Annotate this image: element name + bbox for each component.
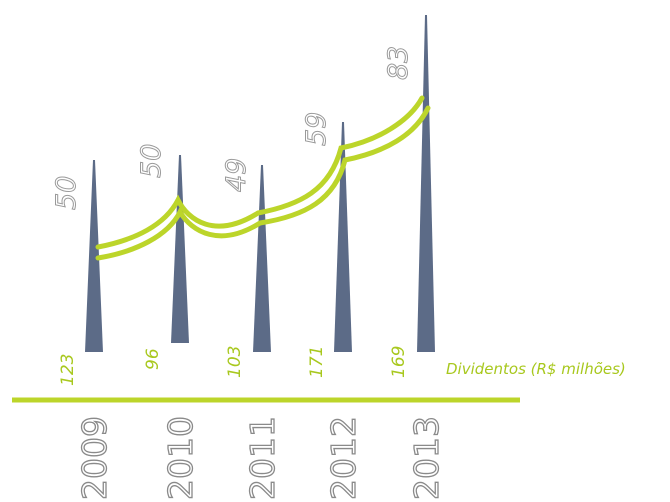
year-label-2010: 2010 [161, 416, 200, 500]
top-value-label-2010: 50 [136, 144, 167, 178]
dividend-labels-group: 123 96 103 171 169 [58, 346, 409, 386]
dividend-curve-upper [95, 95, 425, 250]
bars-group [85, 15, 435, 352]
year-label-2011: 2011 [243, 416, 282, 500]
dividend-value-label-2013: 169 [389, 346, 409, 378]
dividend-value-label-2009: 123 [58, 354, 78, 386]
bar-2011 [253, 165, 271, 352]
year-label-2012: 2012 [324, 416, 363, 500]
top-value-label-2012: 59 [301, 112, 332, 146]
dividend-value-label-2011: 103 [225, 346, 245, 378]
year-label-2013: 2013 [407, 416, 446, 500]
top-labels-group: 50 50 49 59 83 [51, 45, 415, 210]
bar-2009 [85, 160, 103, 352]
bar-2012 [334, 122, 352, 352]
dividend-value-label-2012: 171 [307, 346, 327, 378]
year-labels-group: 2009 2010 2011 2012 2013 [74, 415, 446, 500]
bar-2010 [171, 155, 189, 343]
top-value-label-2013: 83 [383, 46, 414, 80]
legend-label: Dividentos (R$ milhões) [446, 360, 626, 378]
dividend-value-label-2010: 96 [143, 348, 163, 370]
bar-2013 [417, 15, 435, 352]
top-value-label-2009: 50 [51, 176, 82, 210]
dividend-curves [95, 95, 431, 261]
top-value-label-2011: 49 [221, 158, 252, 192]
year-label-2009: 2009 [75, 416, 114, 500]
dividend-curve-lower [95, 105, 431, 261]
